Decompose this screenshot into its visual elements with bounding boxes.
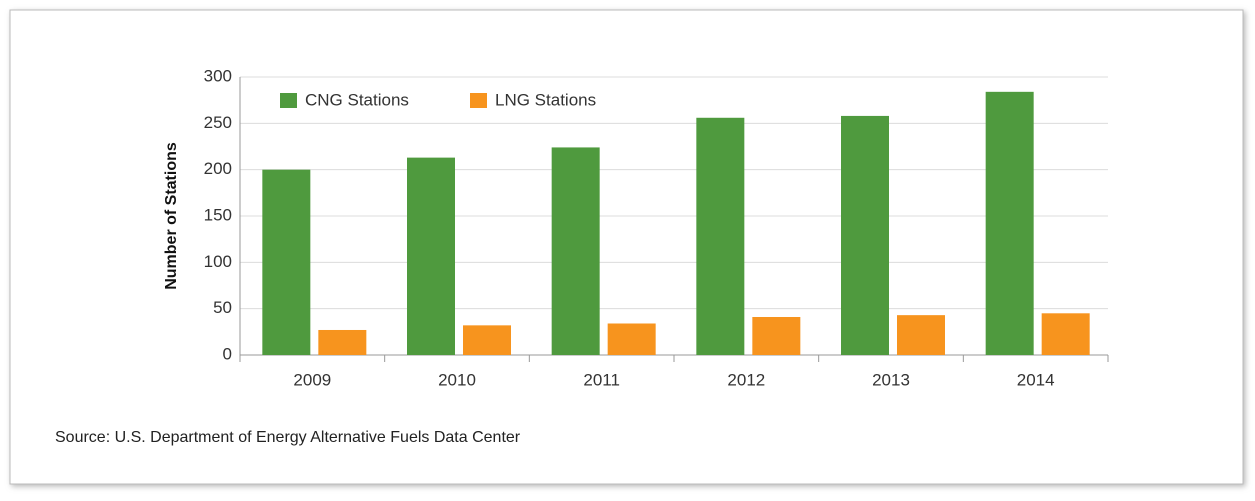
y-tick-label: 50 <box>213 298 232 317</box>
y-tick-label: 250 <box>204 113 232 132</box>
legend-swatch <box>280 93 297 108</box>
y-tick-label: 0 <box>223 344 232 363</box>
y-tick-label: 300 <box>204 66 232 85</box>
bar <box>985 91 1034 356</box>
y-tick-label: 150 <box>204 205 232 224</box>
legend-swatch <box>470 93 487 108</box>
bar <box>841 115 889 355</box>
legend-label: CNG Stations <box>305 90 409 109</box>
y-tick-label: 100 <box>204 252 232 271</box>
x-tick-label: 2013 <box>872 370 910 389</box>
source-note: Source: U.S. Department of Energy Altern… <box>55 429 521 446</box>
bar <box>897 315 945 355</box>
bar <box>551 147 600 355</box>
y-axis-label: Number of Stations <box>163 142 180 290</box>
x-tick-label: 2010 <box>438 370 476 389</box>
x-tick-label: 2011 <box>583 370 620 389</box>
bar <box>318 329 367 355</box>
bar <box>1041 313 1090 355</box>
bar <box>752 317 801 355</box>
frame <box>9 9 1244 485</box>
x-tick-label: 2009 <box>293 370 331 389</box>
bar <box>407 157 455 355</box>
bar <box>696 117 745 355</box>
bar <box>262 169 311 355</box>
y-tick-label: 200 <box>204 159 232 178</box>
bar <box>607 323 656 355</box>
x-tick-label: 2012 <box>727 370 765 389</box>
legend-label: LNG Stations <box>495 90 596 109</box>
x-tick-label: 2014 <box>1017 370 1055 389</box>
bar <box>463 325 511 355</box>
